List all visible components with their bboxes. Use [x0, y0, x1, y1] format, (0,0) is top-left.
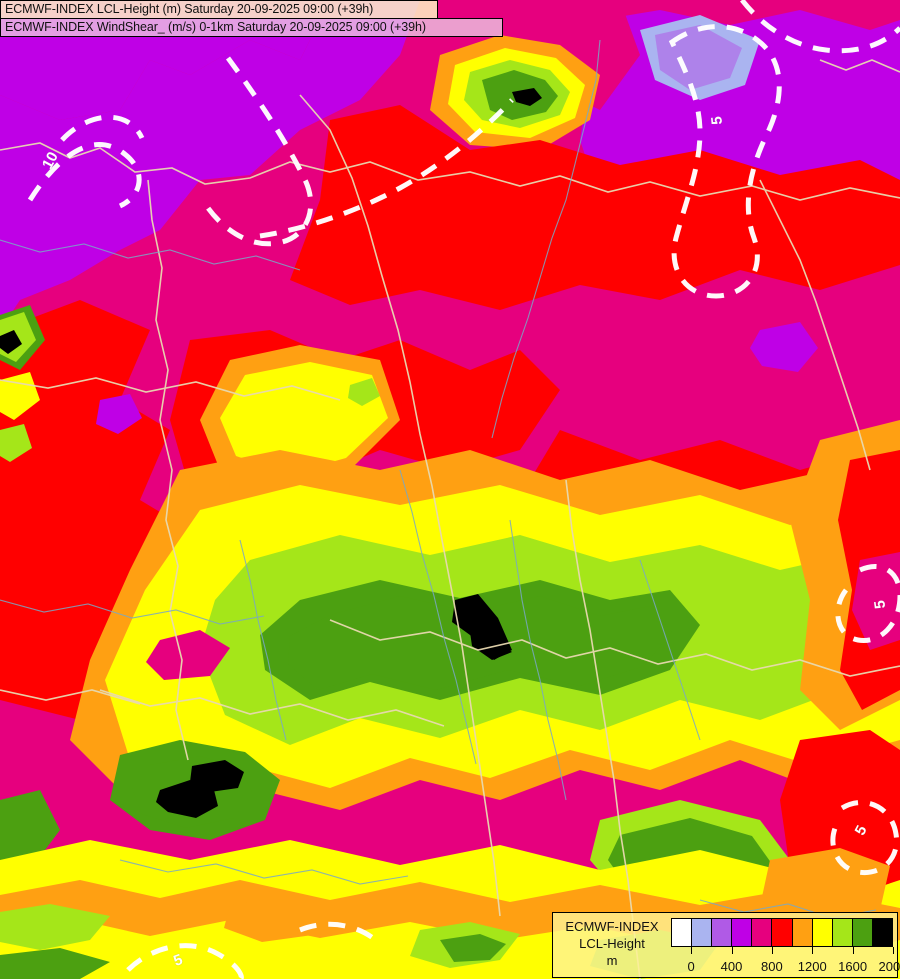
legend-scale: 0 400 800 1200 1600 2000 — [671, 918, 900, 977]
legend-swatch-0 — [672, 919, 693, 946]
country-borders-layer — [0, 59, 900, 979]
legend-tick-2000 — [893, 947, 894, 954]
legend-swatch-strip — [671, 918, 893, 947]
legend-tick-label-400: 400 — [720, 959, 743, 974]
title-windshear: ECMWF-INDEX WindShear_ (m/s) 0-1km Satur… — [0, 18, 503, 37]
windshear-contour-layer — [27, 0, 900, 979]
legend-swatch-3 — [732, 919, 753, 946]
legend-tick-1600 — [852, 947, 854, 954]
legend-tick-label-800: 800 — [761, 959, 783, 974]
legend-model: ECMWF-INDEX — [565, 919, 659, 934]
legend-tick-label-2000: 2000 — [878, 959, 900, 974]
legend-tick-labels: 0 400 800 1200 1600 2000 — [671, 959, 900, 977]
legend-units: m — [606, 953, 618, 968]
legend-tick-1200 — [812, 947, 814, 954]
legend-colorbar[interactable]: ECMWF-INDEX LCL-Height m 0 400 800 1200 1600… — [552, 912, 900, 978]
legend-caption: ECMWF-INDEX LCL-Height m — [553, 913, 671, 969]
legend-swatch-2 — [712, 919, 733, 946]
legend-tick-label-1600: 1600 — [838, 959, 868, 974]
legend-tick-label-0: 0 — [687, 959, 695, 974]
legend-swatch-9 — [852, 919, 873, 946]
legend-swatch-5 — [772, 919, 793, 946]
legend-swatch-6 — [792, 919, 813, 946]
title-lcl-height: ECMWF-INDEX LCL-Height (m) Saturday 20-0… — [0, 0, 438, 19]
legend-tick-800 — [771, 947, 773, 954]
legend-swatch-1 — [692, 919, 713, 946]
legend-swatch-10 — [872, 919, 893, 946]
legend-swatch-7 — [812, 919, 833, 946]
legend-tick-marks — [671, 947, 894, 959]
legend-swatch-4 — [752, 919, 773, 946]
legend-swatch-8 — [832, 919, 853, 946]
legend-field: LCL-Height — [579, 936, 645, 951]
legend-tick-label-1200: 1200 — [797, 959, 827, 974]
legend-tick-400 — [731, 947, 733, 954]
legend-tick-0 — [691, 947, 693, 954]
